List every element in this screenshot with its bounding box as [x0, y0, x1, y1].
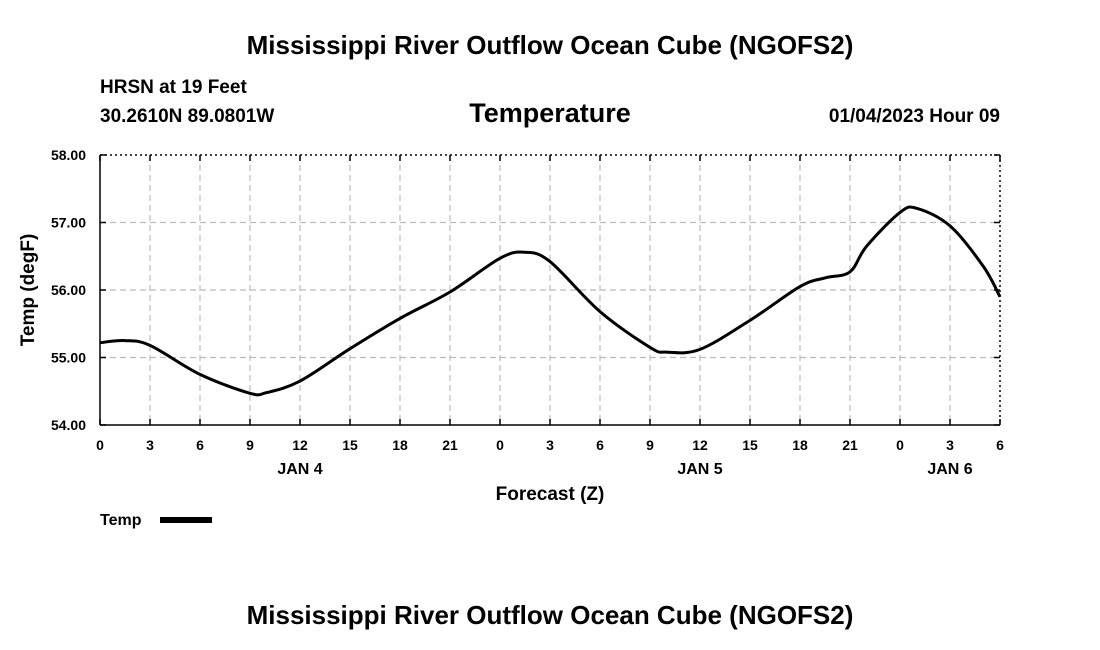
datetime-label: 01/04/2023 Hour 09: [828, 106, 1000, 127]
x-tick-label: 12: [292, 437, 308, 453]
page-title: Mississippi River Outflow Ocean Cube (NG…: [246, 30, 854, 60]
page-title-bottom: Mississippi River Outflow Ocean Cube (NG…: [246, 600, 854, 630]
x-tick-label: 6: [196, 437, 204, 453]
x-tick-label: 0: [96, 437, 104, 453]
y-tick-label: 55.00: [51, 350, 86, 366]
y-axis-title: Temp (degF): [18, 234, 39, 347]
x-tick-label: 12: [692, 437, 708, 453]
day-label: JAN 4: [277, 461, 322, 478]
x-tick-label: 9: [646, 437, 654, 453]
x-tick-label: 15: [742, 437, 758, 453]
x-tick-label: 3: [546, 437, 554, 453]
series-line-temp: [99, 205, 1002, 397]
x-tick-label: 3: [146, 437, 154, 453]
x-tick-label: 6: [596, 437, 604, 453]
coordinates-label: 30.2610N 89.0801W: [100, 106, 275, 127]
y-tick-label: 56.00: [51, 282, 86, 298]
x-tick-label: 9: [246, 437, 254, 453]
station-label: HRSN at 19 Feet: [100, 77, 247, 98]
x-tick-label: 0: [896, 437, 904, 453]
y-tick-label: 58.00: [51, 147, 86, 163]
x-tick-label: 18: [792, 437, 808, 453]
day-label: JAN 6: [927, 461, 972, 478]
x-tick-label: 6: [996, 437, 1004, 453]
y-tick-label: 54.00: [51, 417, 86, 433]
x-tick-label: 18: [392, 437, 408, 453]
legend-label: Temp: [100, 512, 142, 529]
day-label: JAN 5: [677, 461, 722, 478]
x-tick-label: 21: [442, 437, 458, 453]
x-tick-label: 3: [946, 437, 954, 453]
x-axis-title: Forecast (Z): [496, 484, 605, 505]
x-tick-label: 21: [842, 437, 858, 453]
chart-title: Temperature: [469, 98, 631, 128]
x-tick-label: 15: [342, 437, 358, 453]
x-tick-label: 0: [496, 437, 504, 453]
y-tick-label: 57.00: [51, 215, 86, 231]
